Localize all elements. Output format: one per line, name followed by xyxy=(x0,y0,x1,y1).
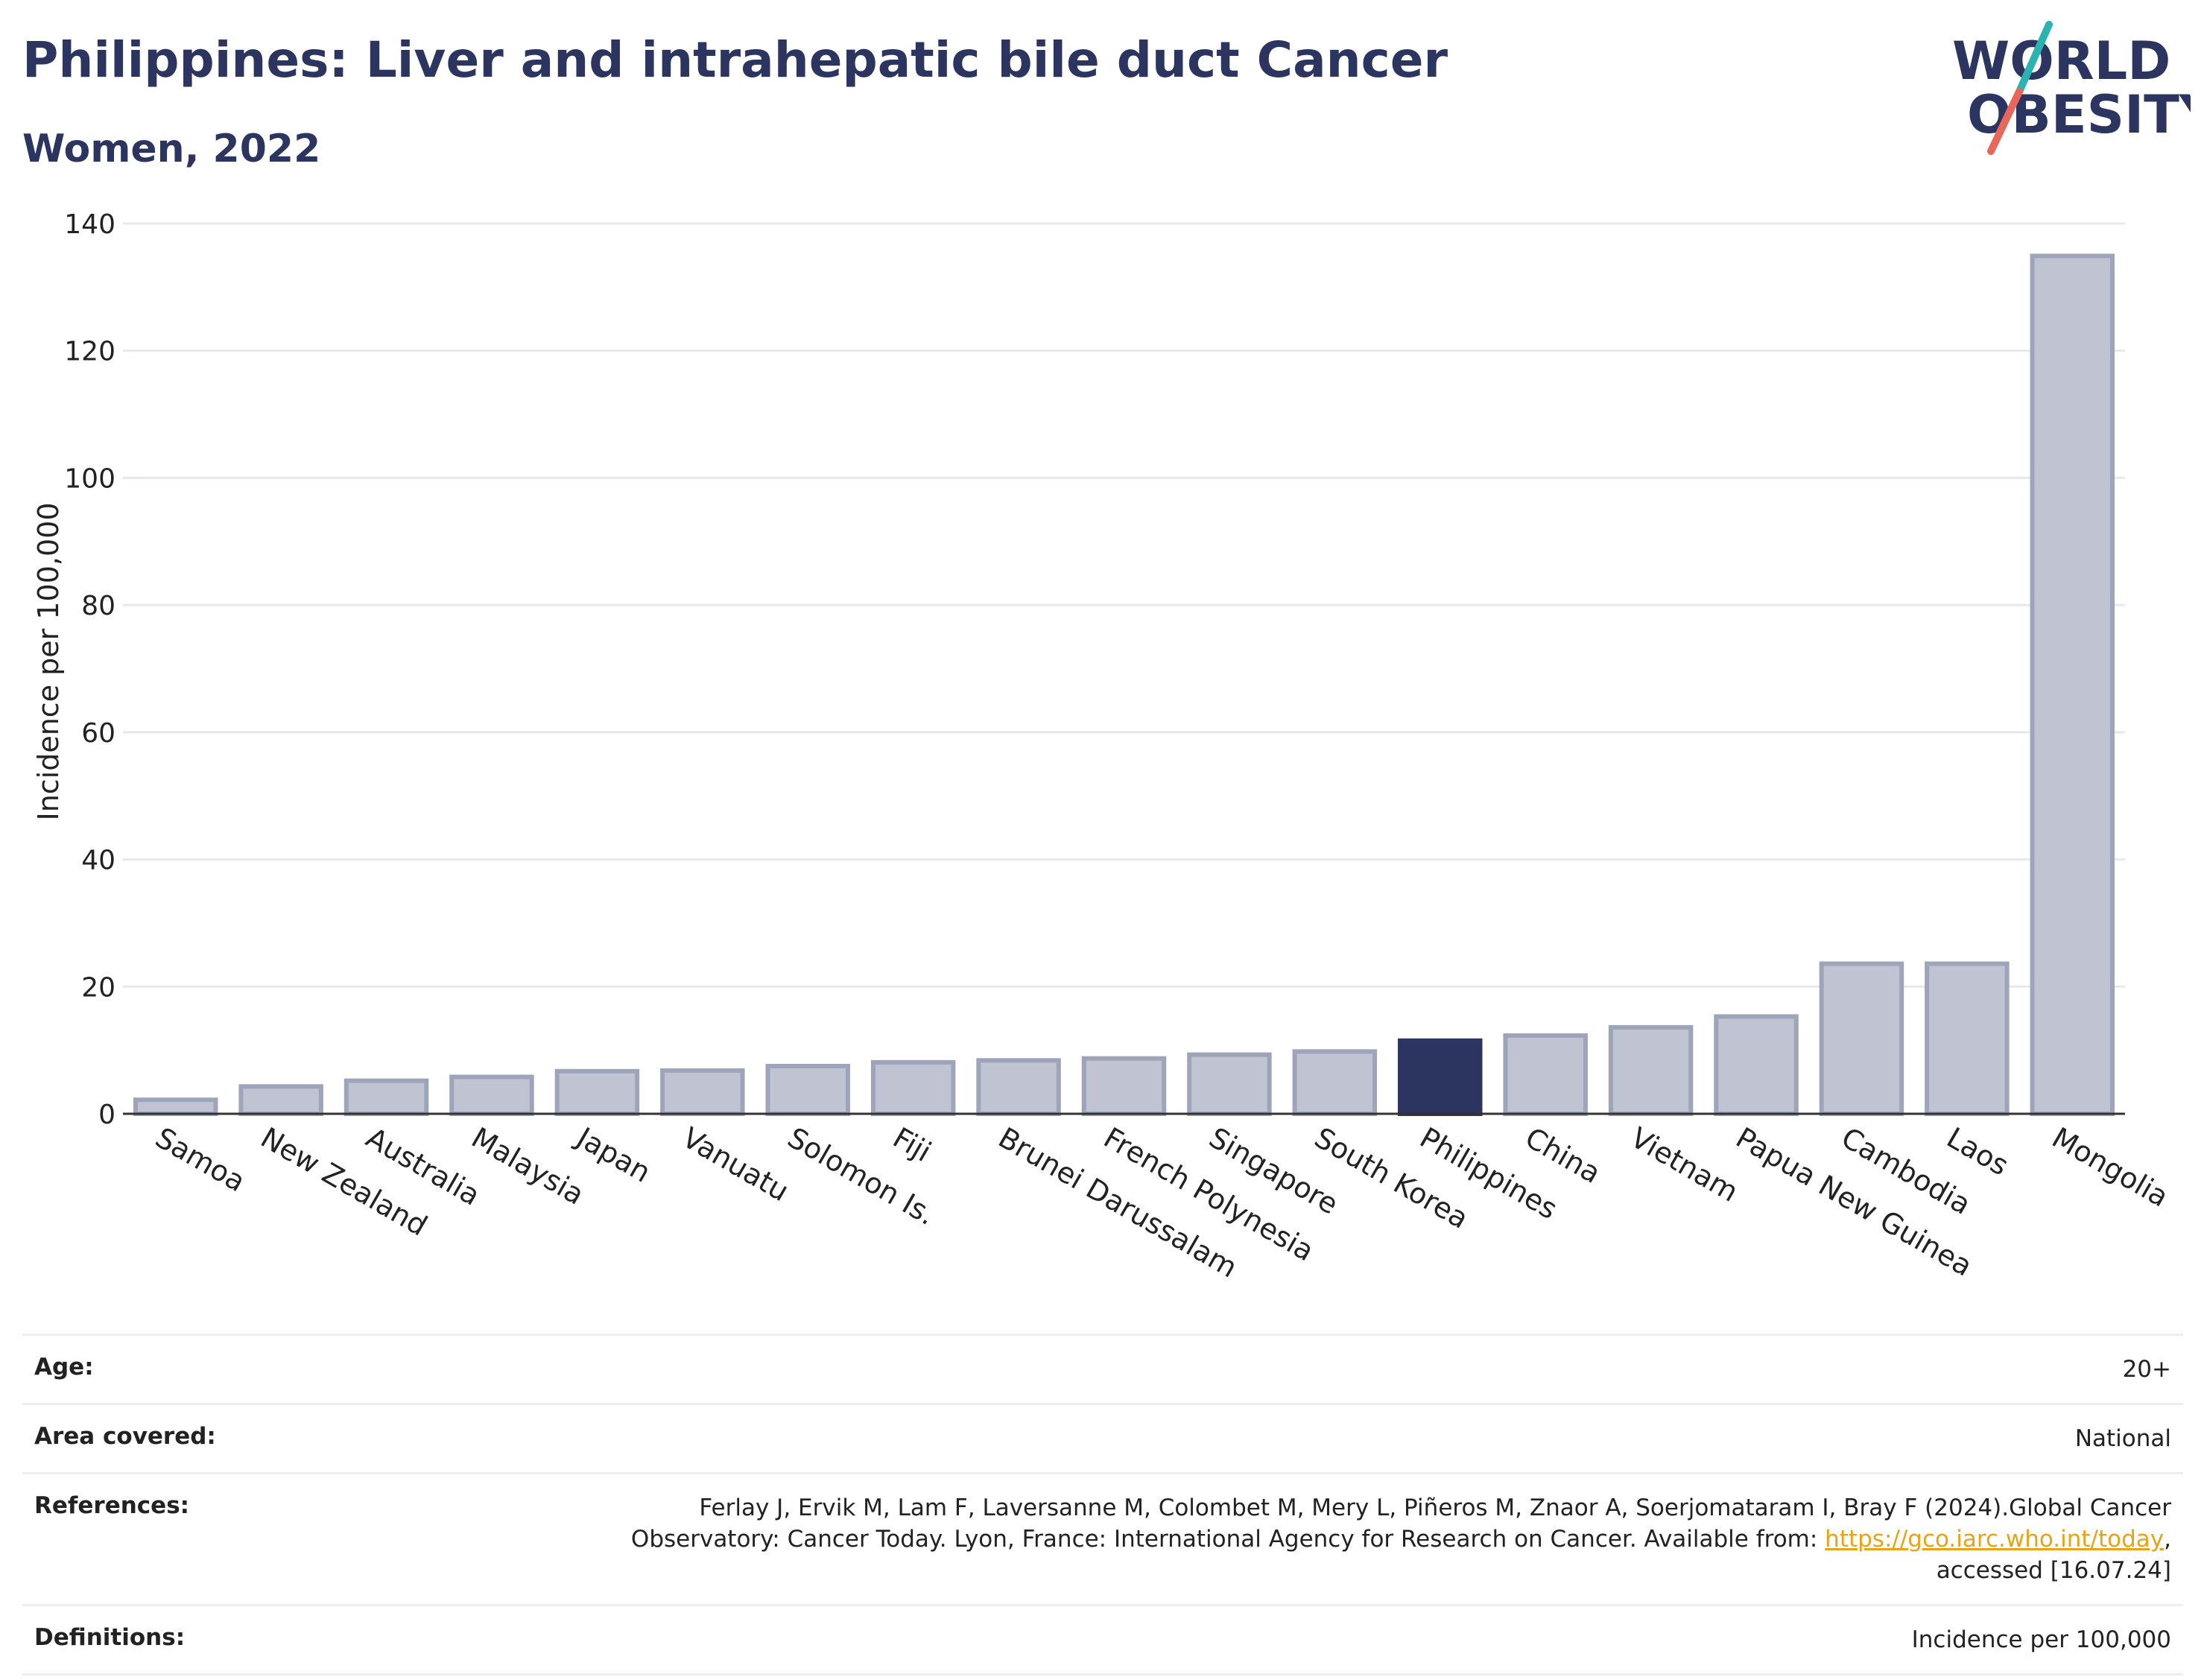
x-tick-label: Vietnam xyxy=(1625,1121,1744,1208)
bar-philippines xyxy=(1398,1038,1483,1116)
bar-malaysia xyxy=(449,1074,534,1116)
info-row-definitions: Definitions: Incidence per 100,000 xyxy=(22,1604,2183,1676)
info-label-area: Area covered: xyxy=(34,1423,216,1450)
bar-vanuatu xyxy=(660,1068,745,1117)
bar-cambodia xyxy=(1819,961,1904,1116)
y-axis-label: Incidence per 100,000 xyxy=(32,502,65,820)
info-value-age: 20+ xyxy=(2122,1356,2171,1383)
y-axis-ticks: 0 20 40 60 80 100 120 140 xyxy=(64,209,115,1130)
bar-laos xyxy=(1925,961,2010,1116)
x-tick-label: Malaysia xyxy=(466,1121,589,1211)
y-tick-label: 140 xyxy=(64,209,115,240)
info-label-definitions: Definitions: xyxy=(34,1624,186,1651)
chart-title: Philippines: Liver and intrahepatic bile… xyxy=(22,31,1448,89)
reference-line-2: Observatory: Cancer Today. Lyon, France:… xyxy=(630,1526,1825,1553)
info-value-area: National xyxy=(2074,1425,2171,1452)
y-tick-label: 100 xyxy=(64,463,115,494)
y-tick-label: 60 xyxy=(81,718,115,749)
grid-lines xyxy=(123,222,2125,988)
bar-china xyxy=(1503,1033,1588,1117)
info-row-age: Age: 20+ xyxy=(22,1334,2183,1403)
bar-singapore xyxy=(1187,1052,1272,1116)
info-label-age: Age: xyxy=(34,1354,94,1381)
reference-line-1: Ferlay J, Ervik M, Lam F, Laversanne M, … xyxy=(699,1494,2171,1521)
y-tick-label: 80 xyxy=(81,591,115,621)
logo-slash-teal xyxy=(2015,21,2053,95)
chart-subtitle: Women, 2022 xyxy=(22,127,321,171)
y-tick-label: 20 xyxy=(81,972,115,1003)
bar-brunei-darussalam xyxy=(976,1058,1061,1117)
info-value-references: Ferlay J, Ervik M, Lam F, Laversanne M, … xyxy=(631,1492,2171,1586)
bar-french-polynesia xyxy=(1081,1056,1167,1116)
bar-fiji xyxy=(870,1059,956,1116)
x-tick-label: Mongolia xyxy=(2047,1121,2174,1214)
bar-samoa xyxy=(133,1097,218,1117)
bar-japan xyxy=(554,1068,640,1116)
reference-link[interactable]: https://gco.iarc.who.int/today xyxy=(1825,1526,2165,1553)
x-tick-label: Laos xyxy=(1941,1121,2014,1182)
x-tick-label: Vanuatu xyxy=(677,1121,794,1208)
y-tick-label: 120 xyxy=(64,337,115,367)
x-tick-label: Fiji xyxy=(887,1121,937,1168)
info-row-area: Area covered: National xyxy=(22,1403,2183,1472)
info-table: Age: 20+ Area covered: National Referenc… xyxy=(22,1334,2183,1676)
bar-new-zealand xyxy=(238,1084,323,1116)
y-tick-label: 0 xyxy=(98,1100,115,1130)
info-label-references: References: xyxy=(34,1492,190,1519)
reference-line-2-end: , xyxy=(2164,1526,2171,1553)
bar-mongolia xyxy=(2030,253,2115,1117)
bar-australia xyxy=(343,1078,429,1116)
world-obesity-logo: WORLD OBESITY xyxy=(1952,21,2191,155)
bar-chart: 0 20 40 60 80 100 120 140 Samoa New ZealandAustr… xyxy=(32,209,2174,1284)
info-row-references: References: Ferlay J, Ervik M, Lam F, La… xyxy=(22,1472,2183,1604)
info-value-definitions: Incidence per 100,000 xyxy=(1911,1626,2171,1653)
x-tick-label: Samoa xyxy=(150,1121,250,1199)
bar-papua-new-guinea xyxy=(1714,1014,1799,1116)
reference-line-3: accessed [16.07.24] xyxy=(1936,1557,2171,1584)
bar-solomon-is xyxy=(765,1063,850,1117)
bars xyxy=(133,253,2115,1117)
logo-word-world: WORLD xyxy=(1952,31,2170,92)
bar-vietnam xyxy=(1608,1024,1694,1117)
logo-slash-coral xyxy=(1987,88,2023,155)
y-tick-label: 40 xyxy=(81,846,115,876)
bar-south-korea xyxy=(1292,1049,1378,1116)
